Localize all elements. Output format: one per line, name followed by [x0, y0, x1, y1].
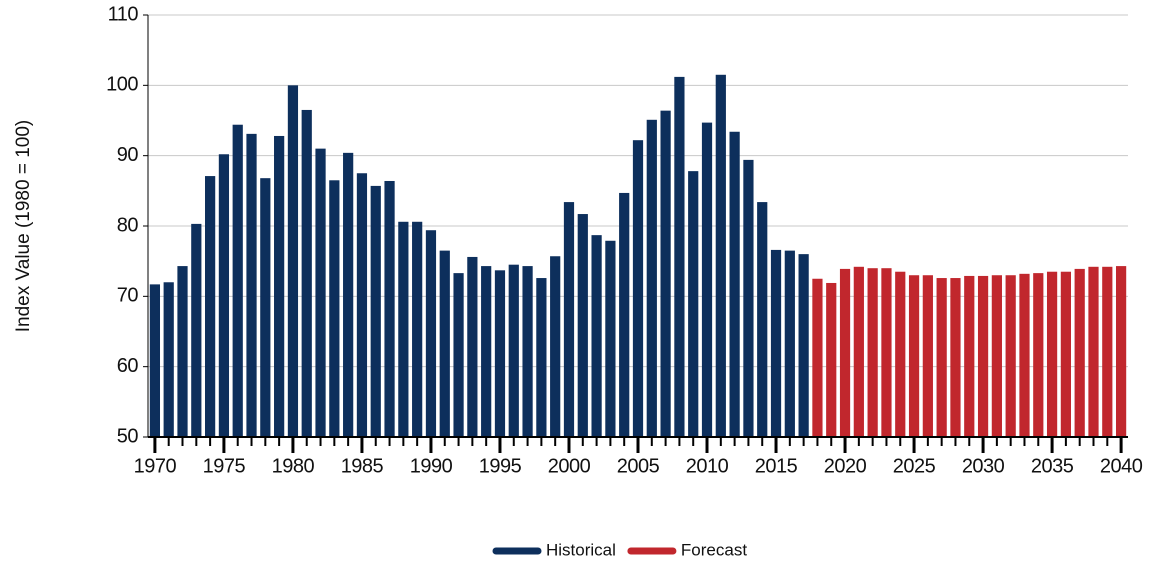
y-axis-label: Index Value (1980 = 100)	[13, 120, 34, 333]
bar	[619, 192, 630, 437]
bar	[494, 270, 506, 437]
bar	[908, 275, 920, 437]
bar	[563, 202, 575, 437]
bar	[577, 214, 588, 437]
bar	[218, 154, 230, 437]
bar	[839, 268, 851, 437]
bar	[425, 230, 437, 437]
bar	[149, 284, 161, 437]
x-tick-label: 2000	[548, 455, 591, 477]
bar	[370, 185, 381, 437]
bar	[1060, 271, 1071, 437]
y-tick-label: 80	[117, 214, 139, 236]
bar	[991, 275, 1002, 437]
x-tick-label: 1990	[410, 455, 453, 477]
bar	[977, 275, 989, 437]
y-tick-label: 60	[117, 355, 139, 377]
bar	[398, 221, 409, 437]
x-tick-label: 2015	[755, 455, 798, 477]
bar	[715, 74, 726, 438]
bar	[481, 266, 492, 437]
x-tick-label: 1985	[341, 455, 384, 477]
x-tick-label: 2035	[1031, 455, 1074, 477]
bar	[591, 235, 602, 437]
x-tick-label: 2025	[893, 455, 936, 477]
y-tick-label: 90	[117, 144, 139, 166]
bar	[1102, 266, 1113, 437]
x-tick-label: 1970	[134, 455, 177, 477]
bar	[605, 240, 616, 437]
legend-label: Historical	[546, 540, 616, 559]
bar	[246, 133, 257, 437]
bar	[688, 171, 699, 437]
bar	[826, 282, 837, 437]
y-tick-label: 100	[106, 74, 138, 96]
bar	[177, 266, 188, 437]
bar	[384, 180, 395, 437]
bar	[191, 223, 202, 437]
bar	[1033, 273, 1044, 437]
bar	[1115, 266, 1127, 437]
y-tick-label: 70	[117, 285, 139, 307]
bar	[1046, 271, 1058, 437]
bar	[287, 85, 299, 437]
bar	[467, 256, 478, 437]
x-tick-label: 2020	[824, 455, 867, 477]
bar	[853, 266, 864, 437]
bar	[964, 275, 975, 437]
bar	[329, 180, 340, 438]
x-tick-label: 1995	[479, 455, 522, 477]
bar	[412, 221, 423, 437]
bar	[1019, 273, 1030, 437]
bar	[1088, 266, 1099, 437]
bar	[356, 173, 368, 437]
legend-label: Forecast	[681, 540, 747, 559]
bar	[743, 159, 754, 438]
x-tick-label: 2005	[617, 455, 660, 477]
bar	[439, 250, 450, 437]
bar	[508, 264, 519, 437]
bar	[936, 278, 947, 437]
bar	[881, 268, 892, 437]
bar	[770, 249, 782, 437]
x-tick-label: 2040	[1100, 455, 1143, 477]
bar	[260, 178, 271, 437]
bar	[632, 140, 644, 437]
bar	[660, 110, 671, 438]
bar	[343, 152, 354, 437]
bar	[232, 124, 243, 437]
bar	[812, 278, 823, 437]
x-tick-label: 2010	[686, 455, 729, 477]
bar	[646, 119, 657, 438]
bar	[784, 250, 795, 437]
bar	[701, 122, 713, 438]
bar	[729, 131, 740, 437]
bar	[674, 76, 685, 437]
bar	[536, 278, 547, 437]
y-tick-label: 110	[108, 3, 139, 25]
bar	[922, 275, 933, 437]
bar	[301, 109, 312, 437]
bar	[315, 148, 326, 437]
bar	[757, 202, 768, 437]
bar	[895, 271, 906, 437]
bar	[163, 282, 174, 437]
x-tick-label: 1975	[203, 455, 246, 477]
bar	[1005, 275, 1016, 437]
bar	[453, 273, 464, 437]
bar	[274, 135, 285, 437]
bar	[522, 266, 533, 437]
y-tick-label: 50	[117, 425, 139, 447]
x-tick-label: 1980	[272, 455, 315, 477]
bar	[950, 278, 961, 437]
bar	[798, 254, 809, 437]
bar	[1074, 268, 1085, 437]
bar	[550, 256, 561, 437]
bar	[867, 268, 878, 437]
bar	[205, 176, 216, 437]
x-tick-label: 2030	[962, 455, 1005, 477]
